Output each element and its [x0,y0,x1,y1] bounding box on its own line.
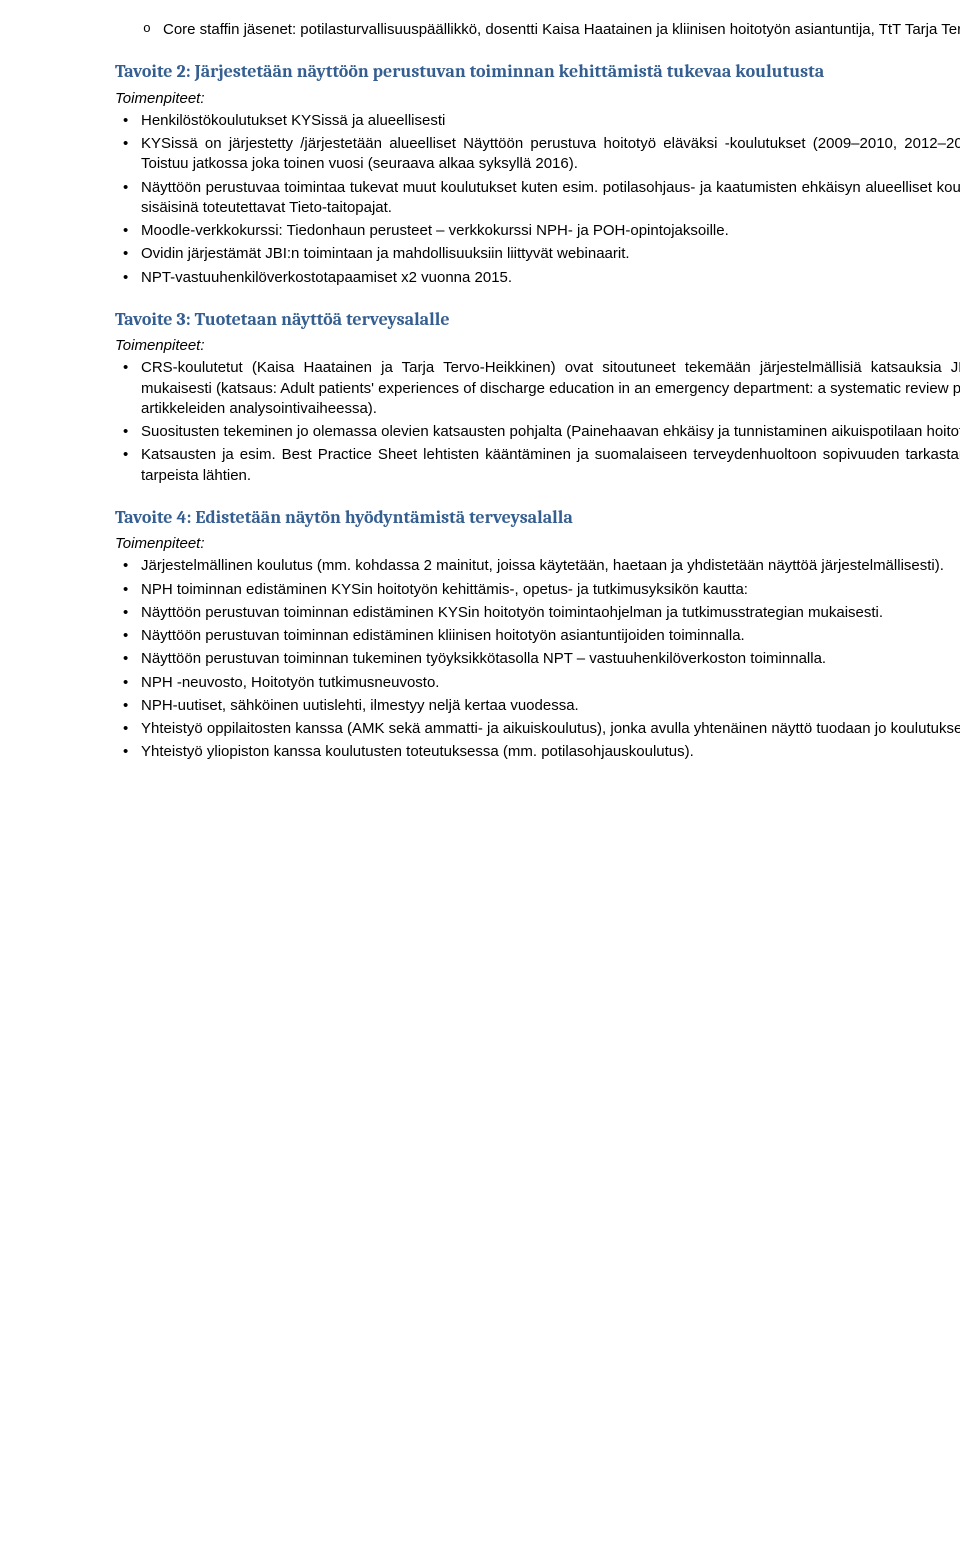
list-item: Moodle-verkkokurssi: Tiedonhaun perustee… [115,221,960,241]
section-tavoite-2: Tavoite 2: Järjestetään näyttöön perustu… [115,60,960,288]
heading-tavoite-2: Tavoite 2: Järjestetään näyttöön perustu… [115,60,960,84]
heading-tavoite-3: Tavoite 3: Tuotetaan näyttöä terveysalal… [115,308,960,332]
list-item: NPT-vastuuhenkilöverkostotapaamiset x2 v… [115,268,960,288]
list-item: KYSissä on järjestetty /järjestetään alu… [115,134,960,175]
bullet-list: Henkilöstökoulutukset KYSissä ja alueell… [115,111,960,288]
list-item: Näyttöön perustuvan toiminnan edistämine… [115,603,960,623]
heading-tavoite-4: Tavoite 4: Edistetään näytön hyödyntämis… [115,506,960,530]
list-item: Suositusten tekeminen jo olemassa olevie… [115,422,960,442]
list-item: Näyttöön perustuvan toiminnan edistämine… [115,626,960,646]
list-item: Yhteistyö oppilaitosten kanssa (AMK sekä… [115,719,960,739]
list-item: NPH-uutiset, sähköinen uutislehti, ilmes… [115,696,960,716]
list-item: Näyttöön perustuvaa toimintaa tukevat mu… [115,178,960,219]
list-item: NPH -neuvosto, Hoitotyön tutkimusneuvost… [115,673,960,693]
bullet-list: CRS-koulutetut (Kaisa Haatainen ja Tarja… [115,358,960,486]
list-item: CRS-koulutetut (Kaisa Haatainen ja Tarja… [115,358,960,419]
list-item: Katsausten ja esim. Best Practice Sheet … [115,445,960,486]
section-tavoite-3: Tavoite 3: Tuotetaan näyttöä terveysalal… [115,308,960,486]
list-item: Ovidin järjestämät JBI:n toimintaan ja m… [115,244,960,264]
list-item: Yhteistyö yliopiston kanssa koulutusten … [115,742,960,762]
list-item: Näyttöön perustuvan toiminnan tukeminen … [115,649,960,669]
list-item: NPH toiminnan edistäminen KYSin hoitotyö… [115,580,960,600]
list-item: Henkilöstökoulutukset KYSissä ja alueell… [115,111,960,131]
intro-sub-list: Core staffin jäsenet: potilasturvallisuu… [115,20,960,40]
document-page: { "style": { "page_width_px": 960, "page… [115,20,960,1534]
section-tavoite-4: Tavoite 4: Edistetään näytön hyödyntämis… [115,506,960,763]
list-item: Järjestelmällinen koulutus (mm. kohdassa… [115,556,960,576]
bullet-list: Järjestelmällinen koulutus (mm. kohdassa… [115,556,960,762]
toimenpiteet-label: Toimenpiteet: [115,336,960,356]
toimenpiteet-label: Toimenpiteet: [115,89,960,109]
toimenpiteet-label: Toimenpiteet: [115,534,960,554]
list-item: Core staffin jäsenet: potilasturvallisuu… [115,20,960,40]
